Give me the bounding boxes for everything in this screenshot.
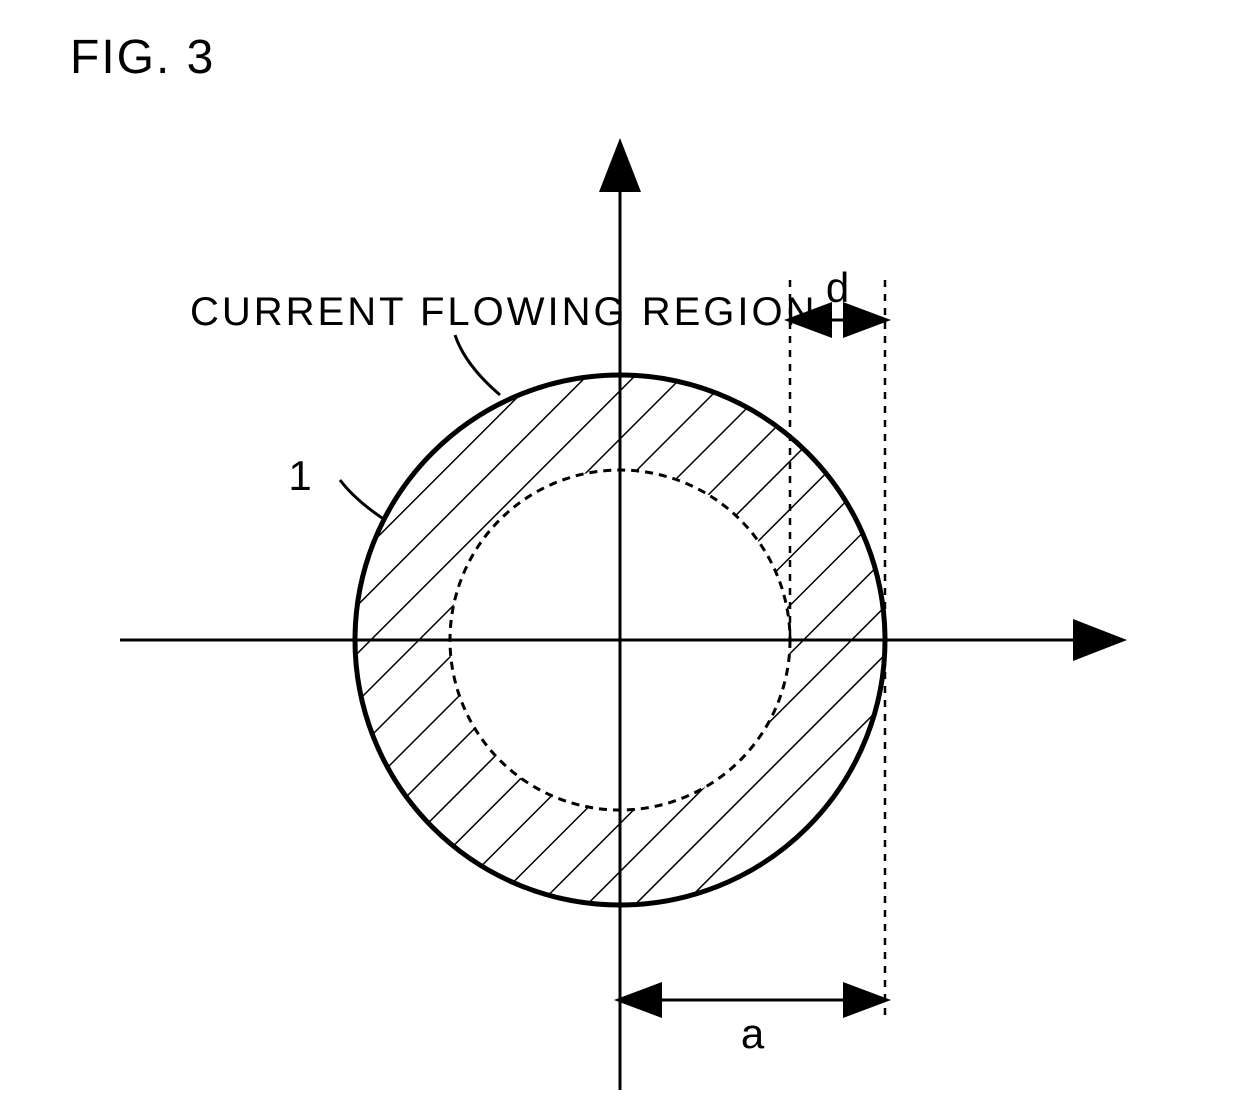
dim-d-label: d: [826, 264, 849, 311]
ref-number: 1: [288, 452, 311, 499]
dim-a-label: a: [741, 1010, 765, 1057]
diagram-svg: d a 1: [0, 0, 1240, 1116]
